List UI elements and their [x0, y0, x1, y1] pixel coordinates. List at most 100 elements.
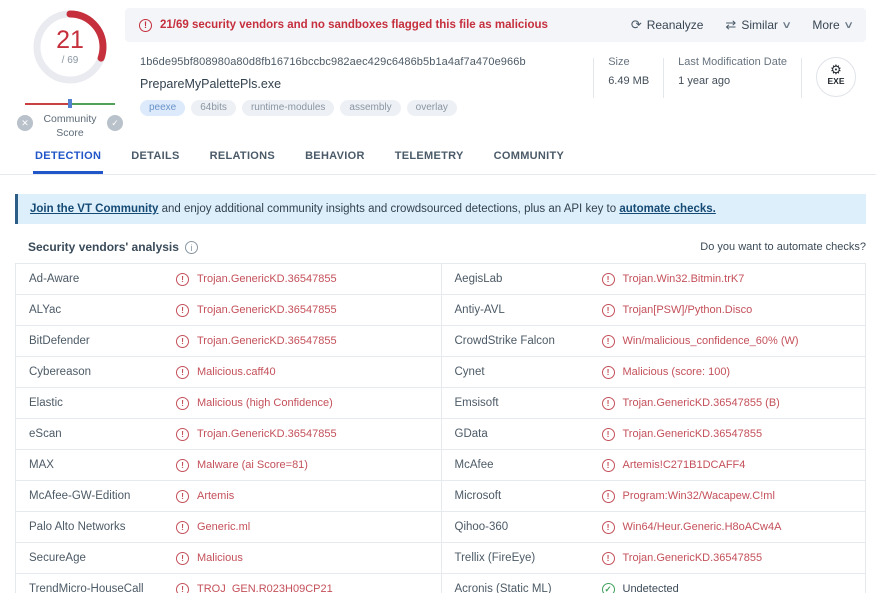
detection-cell[interactable]: Qihoo-360 ! Win64/Heur.Generic.H8oACw4A — [440, 512, 866, 542]
file-info: 1b6de95bf808980a80d8fb16716bccbc982aec42… — [140, 56, 866, 116]
detection-status-icon: ! — [176, 272, 189, 286]
detection-result-wrap: ! Malicious (high Confidence) — [176, 396, 441, 410]
detection-cell[interactable]: BitDefender ! Trojan.GenericKD.36547855 — [16, 326, 441, 356]
detection-cell[interactable]: TrendMicro-HouseCall ! TROJ_GEN.R023H09C… — [16, 574, 441, 593]
detection-result: Trojan.GenericKD.36547855 — [622, 428, 763, 440]
more-button[interactable]: More ∨ — [812, 18, 854, 32]
detection-cell[interactable]: SecureAge ! Malicious — [16, 543, 441, 573]
file-tag[interactable]: runtime-modules — [241, 100, 335, 116]
detection-status-icon: ! — [176, 582, 189, 593]
detection-cell[interactable]: Cybereason ! Malicious.caff40 — [16, 357, 441, 387]
detection-cell[interactable]: AegisLab ! Trojan.Win32.Bitmin.trK7 — [440, 264, 866, 294]
detection-result-wrap: ! Win64/Heur.Generic.H8oACw4A — [601, 520, 866, 534]
detection-cell[interactable]: Antiy-AVL ! Trojan[PSW]/Python.Disco — [440, 295, 866, 325]
detection-cell[interactable]: GData ! Trojan.GenericKD.36547855 — [440, 419, 866, 449]
community-score-slider[interactable] — [25, 99, 115, 108]
join-community-link[interactable]: Join the VT Community — [30, 203, 159, 215]
analysis-header-row: Security vendors' analysis i Do you want… — [15, 240, 866, 254]
file-tag[interactable]: assembly — [340, 100, 401, 116]
vendor-name: AegisLab — [454, 273, 503, 285]
detection-status-icon: ! — [176, 334, 189, 348]
detection-result-wrap: ! Trojan.GenericKD.36547855 — [601, 427, 866, 441]
table-row: BitDefender ! Trojan.GenericKD.36547855 … — [16, 326, 865, 357]
detection-cell[interactable]: McAfee ! Artemis!C271B1DCAFF4 — [440, 450, 866, 480]
file-hash[interactable]: 1b6de95bf808980a80d8fb16716bccbc982aec42… — [140, 56, 526, 68]
detection-result-wrap: ! TROJ_GEN.R023H09CP21 — [176, 582, 441, 593]
lmd-value: 1 year ago — [678, 75, 731, 87]
file-tag[interactable]: peexe — [140, 100, 186, 116]
gear-icon: ⚙ — [830, 62, 842, 77]
size-label: Size — [608, 56, 630, 68]
vendor-name: BitDefender — [29, 335, 90, 347]
tab-details[interactable]: DETAILS — [131, 150, 180, 162]
divider — [663, 58, 665, 98]
detection-result: Malware (ai Score=81) — [197, 459, 308, 471]
tab-community[interactable]: COMMUNITY — [493, 150, 565, 162]
detection-cell[interactable]: ALYac ! Trojan.GenericKD.36547855 — [16, 295, 441, 325]
detection-cell[interactable]: Elastic ! Malicious (high Confidence) — [16, 388, 441, 418]
file-meta: Size 6.49 MB Last Modification Date 1 ye… — [579, 56, 856, 98]
upvote-icon[interactable]: ✓ — [107, 115, 123, 131]
file-tag[interactable]: overlay — [406, 100, 457, 116]
divider — [801, 58, 802, 98]
file-tag[interactable]: 64bits — [191, 100, 236, 116]
detection-cell[interactable]: Trellix (FireEye) ! Trojan.GenericKD.365… — [440, 543, 866, 573]
tab-telemetry[interactable]: TELEMETRY — [394, 150, 464, 162]
detection-result-wrap: ! Trojan.GenericKD.36547855 — [176, 303, 441, 317]
vendor-name: McAfee — [454, 459, 494, 471]
automate-checks-question[interactable]: Do you want to automate checks? — [700, 241, 866, 253]
size-value: 6.49 MB — [608, 75, 650, 87]
similar-button[interactable]: ⇄ Similar ∨ — [725, 17, 792, 33]
chevron-down-icon: ∨ — [842, 19, 854, 31]
table-row: MAX ! Malware (ai Score=81) McAfee ! Art… — [16, 450, 865, 481]
info-icon[interactable]: i — [184, 240, 198, 254]
detection-status-icon: ✓ — [601, 582, 615, 593]
detection-result-wrap: ! Trojan.GenericKD.36547855 — [601, 551, 866, 565]
detection-result: Malicious.caff40 — [197, 366, 276, 378]
reanalyze-icon: ⟳ — [630, 17, 642, 32]
table-row: Elastic ! Malicious (high Confidence) Em… — [16, 388, 865, 419]
detection-result-wrap: ! Trojan.GenericKD.36547855 — [176, 334, 441, 348]
file-size: Size 6.49 MB — [608, 56, 649, 87]
tab-relations[interactable]: RELATIONS — [209, 150, 276, 162]
vendor-name: eScan — [29, 428, 62, 440]
automate-checks-link[interactable]: automate checks. — [619, 203, 716, 215]
detection-cell[interactable]: eScan ! Trojan.GenericKD.36547855 — [16, 419, 441, 449]
table-row: McAfee-GW-Edition ! Artemis Microsoft ! … — [16, 481, 865, 512]
table-row: Palo Alto Networks ! Generic.ml Qihoo-36… — [16, 512, 865, 543]
detection-result: Win64/Heur.Generic.H8oACw4A — [622, 521, 782, 533]
community-score-row: ✕ Community Score ✓ — [15, 112, 125, 140]
detection-cell[interactable]: Cynet ! Malicious (score: 100) — [440, 357, 866, 387]
file-type-label: EXE — [827, 76, 845, 86]
detection-result-wrap: ! Trojan.Win32.Bitmin.trK7 — [601, 272, 866, 286]
detection-cell[interactable]: Ad-Aware ! Trojan.GenericKD.36547855 — [16, 264, 441, 294]
reanalyze-button[interactable]: ⟳ Reanalyze — [631, 17, 704, 33]
detection-status-icon: ! — [176, 427, 189, 441]
slider-negative-segment — [25, 103, 70, 105]
slider-handle[interactable] — [68, 99, 72, 108]
detection-cell[interactable]: Acronis (Static ML) ✓ Undetected — [440, 574, 866, 593]
file-name[interactable]: PrepareMyPalettePls.exe — [140, 77, 282, 91]
detection-result-wrap: ! Program:Win32/Wacapew.C!ml — [601, 489, 866, 503]
detection-cell[interactable]: MAX ! Malware (ai Score=81) — [16, 450, 441, 480]
detection-result: Malicious (high Confidence) — [197, 397, 333, 409]
more-label: More — [812, 18, 840, 32]
detection-result: Trojan.GenericKD.36547855 — [197, 273, 337, 285]
tab-behavior[interactable]: BEHAVIOR — [305, 150, 365, 162]
analysis-title: Security vendors' analysis i — [28, 240, 198, 254]
vendor-name: Qihoo-360 — [454, 521, 509, 533]
detection-cell[interactable]: Palo Alto Networks ! Generic.ml — [16, 512, 441, 542]
detection-result: Trojan.GenericKD.36547855 — [197, 428, 337, 440]
vendor-name: Antiy-AVL — [454, 304, 505, 316]
detection-result: Malicious (score: 100) — [622, 366, 731, 378]
detection-result-wrap: ! Generic.ml — [176, 520, 441, 534]
detection-cell[interactable]: Microsoft ! Program:Win32/Wacapew.C!ml — [440, 481, 866, 511]
vendor-name: TrendMicro-HouseCall — [29, 583, 144, 593]
downvote-icon[interactable]: ✕ — [17, 115, 33, 131]
detection-cell[interactable]: CrowdStrike Falcon ! Win/malicious_confi… — [440, 326, 866, 356]
tab-detection[interactable]: DETECTION — [33, 140, 104, 174]
detection-cell[interactable]: Emsisoft ! Trojan.GenericKD.36547855 (B) — [440, 388, 866, 418]
table-row: ALYac ! Trojan.GenericKD.36547855 Antiy-… — [16, 295, 865, 326]
detection-cell[interactable]: McAfee-GW-Edition ! Artemis — [16, 481, 441, 511]
